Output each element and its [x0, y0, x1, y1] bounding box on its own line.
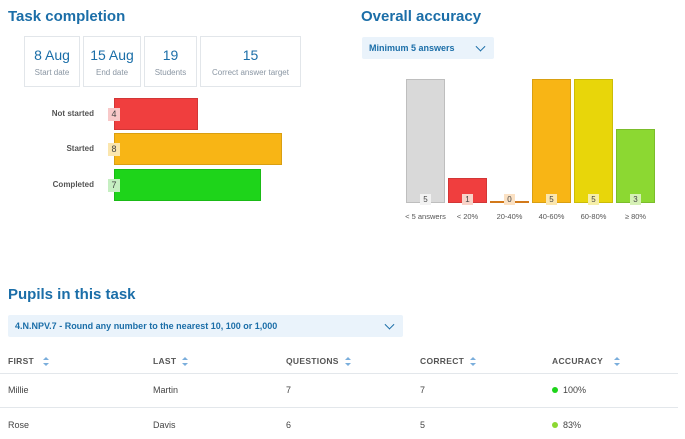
stat-label: Correct answer target [212, 67, 289, 77]
completion-bar-value: 8 [108, 143, 120, 156]
pupils-title: Pupils in this task [8, 286, 136, 303]
column-header-last[interactable]: LAST [153, 356, 189, 366]
column-header-label: FIRST [8, 356, 35, 366]
task-completion-title: Task completion [8, 8, 126, 25]
stat-start-date: 8 Aug Start date [24, 36, 80, 87]
stat-correct-answer-target: 15 Correct answer target [200, 36, 301, 87]
completion-bar [114, 169, 261, 201]
task-stats: 8 Aug Start date 15 Aug End date 19 Stud… [24, 36, 304, 87]
accuracy-tick-label: 40-60% [538, 212, 565, 221]
cell-correct: 7 [420, 385, 426, 395]
accuracy-tick-label: 20-40% [496, 212, 523, 221]
accuracy-bar [532, 79, 571, 203]
accuracy-bar [406, 79, 445, 203]
sort-icon [182, 356, 189, 366]
completion-bar [114, 133, 282, 165]
column-header-correct[interactable]: CORRECT [420, 356, 477, 366]
accuracy-value: 83% [563, 420, 582, 430]
cell-correct: 5 [420, 420, 426, 430]
accuracy-dot-icon [552, 422, 558, 428]
accuracy-bar-value: 5 [420, 194, 431, 205]
column-header-label: CORRECT [420, 356, 465, 366]
stat-value: 8 Aug [34, 46, 70, 63]
cell-questions: 6 [286, 420, 292, 430]
stat-students: 19 Students [144, 36, 197, 87]
accuracy-bar [616, 129, 655, 203]
sort-icon [614, 356, 621, 366]
accuracy-bar-value: 3 [630, 194, 641, 205]
sort-icon [344, 356, 351, 366]
cell-last: Davis [153, 420, 176, 430]
sort-icon [470, 356, 477, 366]
dropdown-label: 4.N.NPV.7 - Round any number to the near… [15, 321, 278, 331]
dropdown-label: Minimum 5 answers [369, 43, 455, 53]
column-header-label: QUESTIONS [286, 356, 339, 366]
stat-label: End date [95, 67, 129, 77]
minimum-answers-dropdown[interactable]: Minimum 5 answers [362, 37, 494, 59]
divider [0, 407, 678, 408]
accuracy-tick-label: < 5 answers [405, 212, 446, 221]
cell-accuracy: 83% [552, 420, 581, 430]
column-header-label: ACCURACY [552, 356, 604, 366]
completion-bar-label: Completed [52, 180, 94, 189]
completion-bar-value: 7 [108, 179, 120, 192]
accuracy-bar-value: 1 [462, 194, 473, 205]
stat-value: 15 Aug [90, 46, 134, 63]
accuracy-value: 100% [563, 385, 587, 395]
cell-first: Rose [8, 420, 30, 430]
chevron-down-icon [475, 41, 486, 52]
accuracy-tick-label: ≥ 80% [624, 212, 647, 221]
completion-bar-value: 4 [108, 108, 120, 121]
accuracy-bar-value: 5 [588, 194, 599, 205]
cell-questions: 7 [286, 385, 292, 395]
stat-value: 15 [242, 46, 259, 63]
accuracy-bar-value: 5 [546, 194, 557, 205]
completion-bar [114, 98, 198, 130]
cell-last: Martin [153, 385, 179, 395]
completion-bar-label: Not started [51, 109, 94, 118]
accuracy-bar-value: 0 [504, 194, 515, 205]
accuracy-dot-icon [552, 387, 558, 393]
column-header-accuracy[interactable]: ACCURACY [552, 356, 621, 366]
sort-icon [43, 356, 50, 366]
cell-accuracy: 100% [552, 385, 586, 395]
stat-label: Students [154, 67, 187, 77]
stat-label: Start date [34, 67, 70, 77]
accuracy-tick-label: < 20% [456, 212, 479, 221]
divider [0, 373, 678, 374]
overall-accuracy-title: Overall accuracy [361, 8, 482, 25]
accuracy-tick-label: 60-80% [580, 212, 607, 221]
objective-dropdown[interactable]: 4.N.NPV.7 - Round any number to the near… [8, 315, 403, 337]
accuracy-bar [574, 79, 613, 203]
stat-value: 19 [162, 46, 179, 63]
cell-first: Millie [8, 385, 29, 395]
stat-end-date: 15 Aug End date [83, 36, 141, 87]
completion-bar-label: Started [66, 144, 94, 153]
column-header-label: LAST [153, 356, 177, 366]
chevron-down-icon [384, 319, 395, 330]
column-header-questions[interactable]: QUESTIONS [286, 356, 351, 366]
column-header-first[interactable]: FIRST [8, 356, 50, 366]
